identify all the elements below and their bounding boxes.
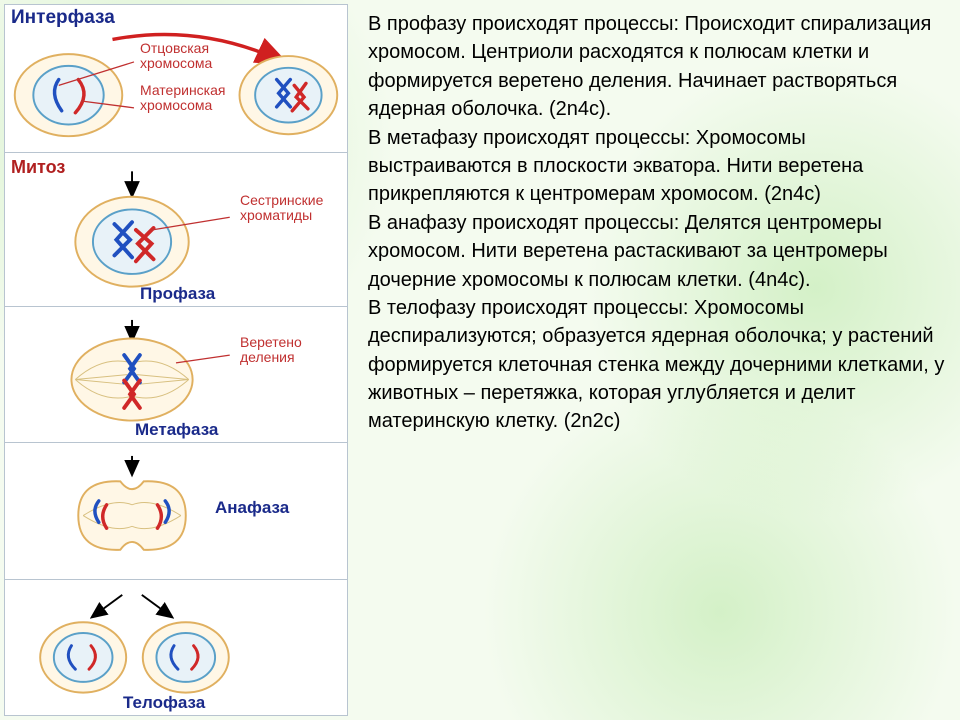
paternal-chromosome-label: Отцовская хромосома <box>140 41 250 72</box>
panel-anaphase: Анафаза <box>4 443 348 579</box>
anaphase-label: Анафаза <box>215 498 289 518</box>
interphase-title: Интерфаза <box>11 7 115 29</box>
panel-interphase: Интерфаза <box>4 4 348 153</box>
page-root: Интерфаза <box>0 0 960 720</box>
paragraph-metaphase: В метафазу происходят процессы: Хромосом… <box>368 124 946 209</box>
paragraph-anaphase: В анафазу происходят процессы: Делятся ц… <box>368 209 946 294</box>
diagram-column: Интерфаза <box>0 0 350 720</box>
metaphase-label: Метафаза <box>135 420 218 440</box>
panel-telophase: Телофаза <box>4 580 348 716</box>
spindle-label: Веретено деления <box>240 335 340 366</box>
telophase-label: Телофаза <box>123 693 205 713</box>
panel-metaphase: Веретено деления Метафаза <box>4 307 348 443</box>
maternal-chromosome-label: Материнская хромосома <box>140 83 255 114</box>
paragraph-prophase: В профазу происходят процессы: Происходи… <box>368 10 946 124</box>
paragraph-telophase: В телофазу происходят процессы: Хромосом… <box>368 294 946 436</box>
anaphase-svg <box>5 443 347 578</box>
prophase-label: Профаза <box>140 284 215 304</box>
text-column: В профазу происходят процессы: Происходи… <box>350 0 960 720</box>
panel-prophase: Митоз Сестринские хроматиды Профаза <box>4 153 348 307</box>
mitosis-title: Митоз <box>11 157 65 178</box>
sister-chromatids-label: Сестринские хроматиды <box>240 193 350 224</box>
description-text: В профазу происходят процессы: Происходи… <box>368 10 946 436</box>
